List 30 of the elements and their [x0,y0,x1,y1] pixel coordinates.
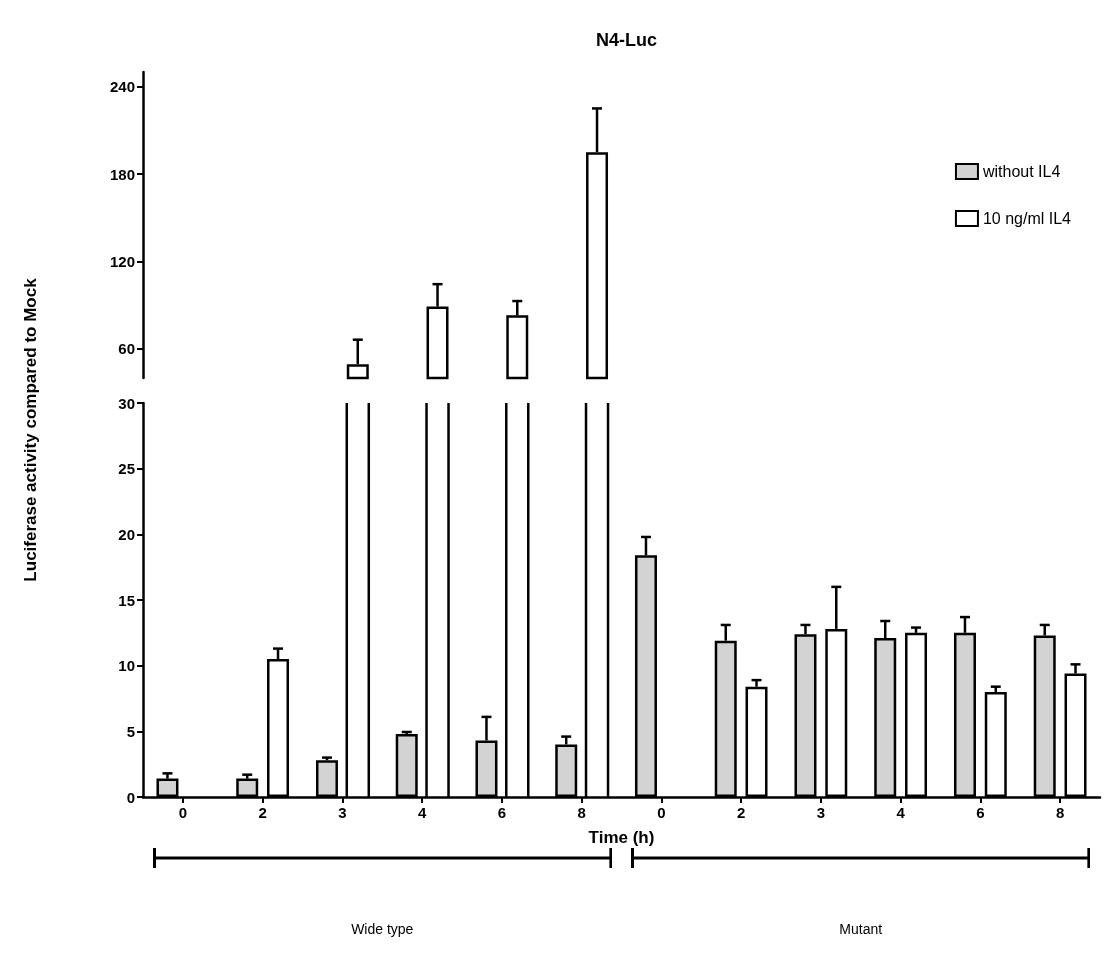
y-tick-label: 120 [109,252,135,270]
x-tick-label: 2 [736,804,746,821]
y-tick-label: 10 [118,657,135,675]
x-tick-label: 4 [417,804,427,821]
y-axis-title: Luciferase activity compared to Mock [21,278,41,582]
y-tick-label: 240 [109,78,135,96]
x-axis-title: Time (h) [588,828,655,847]
chart-title: N4-Luc [595,30,658,50]
text: Wide type [351,921,414,937]
x-tick-label: 0 [178,804,188,821]
y-tick-label: 20 [118,525,135,543]
x-tick-label: 8 [1055,804,1065,821]
y-tick-label: 30 [118,394,135,412]
text: Mutant [839,921,883,937]
legend-label: without IL4 [981,163,1061,180]
x-tick-label: 0 [657,804,666,821]
y-tick-label: 5 [126,722,135,740]
x-tick-label: 4 [896,804,906,821]
x-tick-label: 6 [497,804,507,821]
y-tick-label: 60 [118,340,135,358]
y-tick-label: 180 [109,165,135,183]
x-tick-label: 8 [577,804,586,821]
x-tick-label: 3 [338,804,347,821]
y-tick-label: 15 [118,591,135,609]
x-tick-label: 3 [816,804,826,821]
legend-label: 10 ng/ml IL4 [982,210,1072,227]
x-tick-label: 2 [258,804,267,821]
y-tick-label: 25 [118,460,135,478]
x-tick-label: 6 [976,804,985,821]
y-tick-label: 0 [126,788,135,806]
